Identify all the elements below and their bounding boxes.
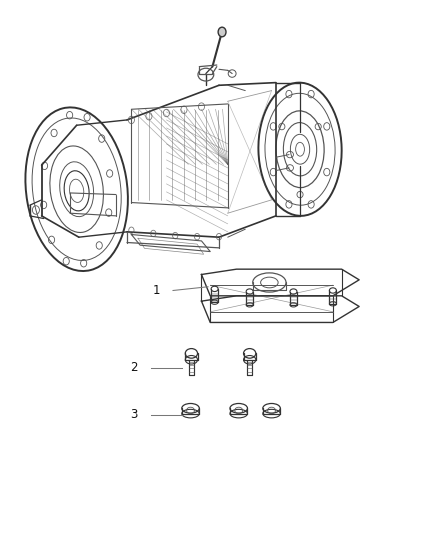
Ellipse shape	[218, 27, 226, 37]
Text: 3: 3	[131, 408, 138, 421]
Text: 1: 1	[152, 284, 160, 297]
Text: 2: 2	[131, 361, 138, 374]
